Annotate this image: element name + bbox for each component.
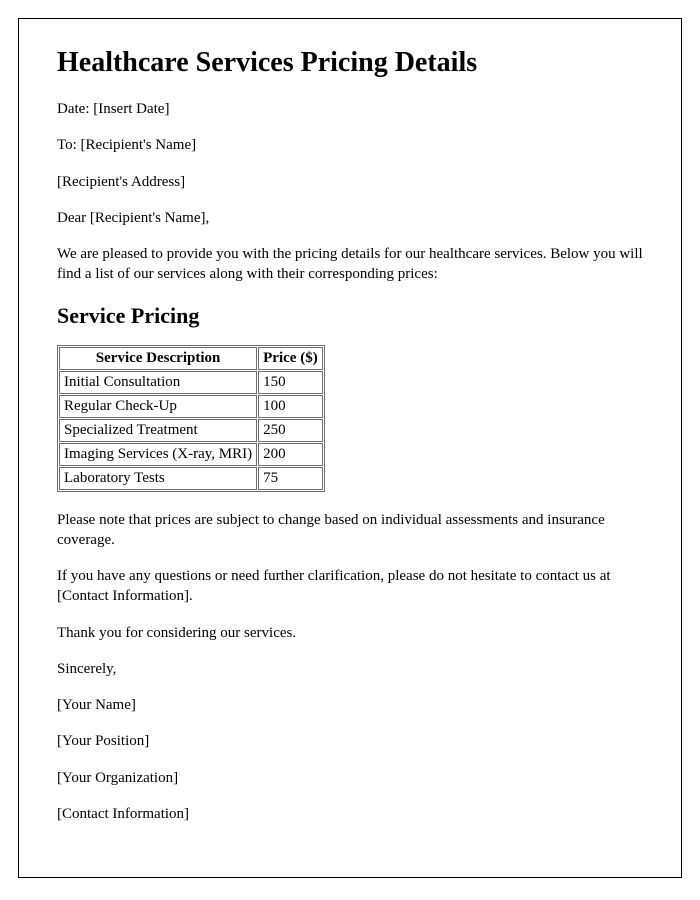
signature-organization: [Your Organization] bbox=[57, 768, 643, 788]
note-paragraph: Please note that prices are subject to c… bbox=[57, 510, 643, 551]
table-cell: 100 bbox=[258, 395, 323, 418]
closing-line: Sincerely, bbox=[57, 659, 643, 679]
table-cell: 200 bbox=[258, 443, 323, 466]
table-cell: Regular Check-Up bbox=[59, 395, 257, 418]
table-cell: 250 bbox=[258, 419, 323, 442]
signature-position: [Your Position] bbox=[57, 731, 643, 751]
to-line: To: [Recipient's Name] bbox=[57, 135, 643, 155]
table-row: Specialized Treatment 250 bbox=[59, 419, 323, 442]
signature-name: [Your Name] bbox=[57, 695, 643, 715]
table-cell: Specialized Treatment bbox=[59, 419, 257, 442]
table-header-price: Price ($) bbox=[258, 347, 323, 370]
table-row: Regular Check-Up 100 bbox=[59, 395, 323, 418]
signature-contact: [Contact Information] bbox=[57, 804, 643, 824]
table-row: Imaging Services (X-ray, MRI) 200 bbox=[59, 443, 323, 466]
date-line: Date: [Insert Date] bbox=[57, 99, 643, 119]
table-header-description: Service Description bbox=[59, 347, 257, 370]
table-cell: Initial Consultation bbox=[59, 371, 257, 394]
table-cell: Imaging Services (X-ray, MRI) bbox=[59, 443, 257, 466]
greeting-line: Dear [Recipient's Name], bbox=[57, 208, 643, 228]
intro-paragraph: We are pleased to provide you with the p… bbox=[57, 244, 643, 285]
page-title: Healthcare Services Pricing Details bbox=[57, 47, 643, 79]
thanks-paragraph: Thank you for considering our services. bbox=[57, 623, 643, 643]
address-line: [Recipient's Address] bbox=[57, 172, 643, 192]
pricing-table: Service Description Price ($) Initial Co… bbox=[57, 345, 325, 492]
table-row: Initial Consultation 150 bbox=[59, 371, 323, 394]
table-row: Laboratory Tests 75 bbox=[59, 467, 323, 490]
table-cell: Laboratory Tests bbox=[59, 467, 257, 490]
table-cell: 75 bbox=[258, 467, 323, 490]
table-header-row: Service Description Price ($) bbox=[59, 347, 323, 370]
section-heading: Service Pricing bbox=[57, 303, 643, 329]
table-cell: 150 bbox=[258, 371, 323, 394]
table-body: Initial Consultation 150 Regular Check-U… bbox=[59, 371, 323, 490]
document-page: Healthcare Services Pricing Details Date… bbox=[18, 18, 682, 878]
contact-paragraph: If you have any questions or need furthe… bbox=[57, 566, 643, 607]
